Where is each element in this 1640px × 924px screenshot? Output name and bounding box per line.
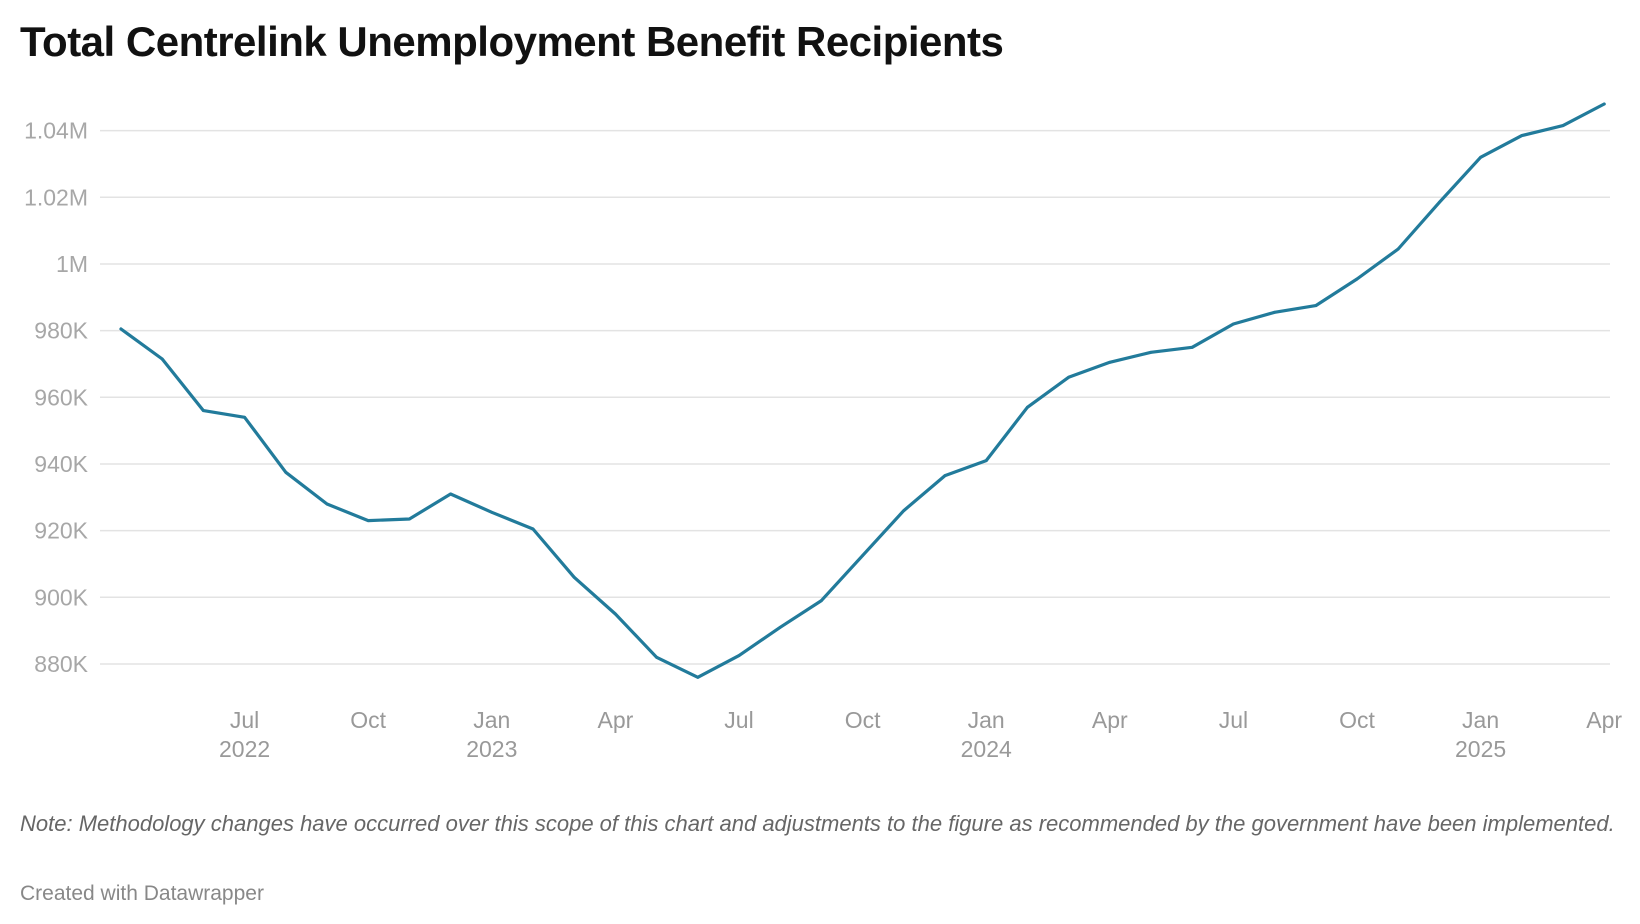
series-layer [119, 102, 1606, 679]
x-tick-label: Jul [230, 707, 259, 733]
data-point [1520, 134, 1524, 138]
x-tick-label: Jul [1219, 707, 1248, 733]
x-tick-year-label: 2025 [1455, 736, 1506, 762]
data-point [655, 655, 658, 659]
data-point [737, 654, 741, 658]
y-tick-label: 940K [34, 451, 88, 477]
x-tick-year-label: 2024 [961, 736, 1012, 762]
x-tick-label: Oct [1339, 707, 1375, 733]
y-tick-label: 1.04M [24, 118, 88, 144]
data-point [696, 675, 700, 679]
y-tick-label: 880K [34, 651, 88, 677]
data-point [1561, 124, 1565, 128]
x-tick-label: Jul [724, 707, 753, 733]
data-point [119, 327, 123, 331]
series-line [119, 102, 1606, 679]
y-tick-label: 1.02M [24, 184, 88, 210]
data-point [1149, 350, 1153, 354]
x-tick-label: Oct [350, 707, 386, 733]
chart-title: Total Centrelink Unemployment Benefit Re… [20, 18, 1004, 65]
y-tick-label: 980K [34, 318, 88, 344]
x-tick-label: Jan [473, 707, 510, 733]
data-point [1026, 405, 1029, 409]
x-tick-label: Apr [598, 707, 634, 733]
data-point [572, 575, 576, 579]
data-point [449, 492, 452, 496]
y-tick-label: 1M [56, 251, 88, 277]
x-tick-label: Apr [1092, 707, 1128, 733]
data-point [984, 459, 988, 463]
data-point [243, 415, 247, 419]
data-point [1396, 247, 1400, 251]
gridlines [100, 129, 1610, 665]
y-tick-label: 900K [34, 584, 88, 610]
y-tick-label: 960K [34, 384, 88, 410]
data-point [778, 625, 782, 629]
data-point [325, 502, 329, 506]
data-point [861, 554, 864, 558]
data-point [1438, 200, 1441, 204]
data-point [1602, 102, 1606, 106]
x-tick-year-label: 2022 [219, 736, 270, 762]
data-point [160, 357, 164, 361]
x-tick-year-label: 2023 [466, 736, 517, 762]
y-axis-ticks: 880K 900K 920K 940K 960K 980K 1M 1.02M 1.04M [24, 118, 89, 677]
data-point [1273, 310, 1276, 314]
data-point [1314, 304, 1318, 308]
data-point [284, 470, 288, 474]
data-point [820, 599, 823, 603]
data-point [202, 409, 205, 413]
data-point [902, 509, 906, 513]
y-tick-label: 920K [34, 518, 88, 544]
credit-line: Created with Datawrapper [20, 882, 264, 905]
data-point [1190, 345, 1194, 349]
x-axis-ticks: Jul 2022 Oct Jan 2023 Apr Jul Oct Jan 2024 Apr Jul O… [219, 707, 1622, 762]
data-point [1355, 277, 1359, 281]
data-point [366, 519, 370, 523]
x-tick-label: Jan [968, 707, 1005, 733]
data-point [408, 517, 411, 521]
data-point [943, 474, 947, 478]
chart-note: Note: Methodology changes have occurred … [20, 811, 1615, 836]
data-point [1067, 375, 1070, 379]
line-chart: 880K 900K 920K 940K 960K 980K 1M 1.02M 1.04M Jul… [24, 102, 1622, 762]
data-point [1479, 155, 1482, 159]
x-tick-label: Apr [1586, 707, 1622, 733]
x-tick-label: Oct [845, 707, 881, 733]
data-point [531, 527, 535, 531]
data-point [614, 612, 617, 616]
data-point [490, 510, 494, 514]
data-point [1232, 322, 1235, 326]
x-tick-label: Jan [1462, 707, 1499, 733]
data-point [1108, 360, 1112, 364]
